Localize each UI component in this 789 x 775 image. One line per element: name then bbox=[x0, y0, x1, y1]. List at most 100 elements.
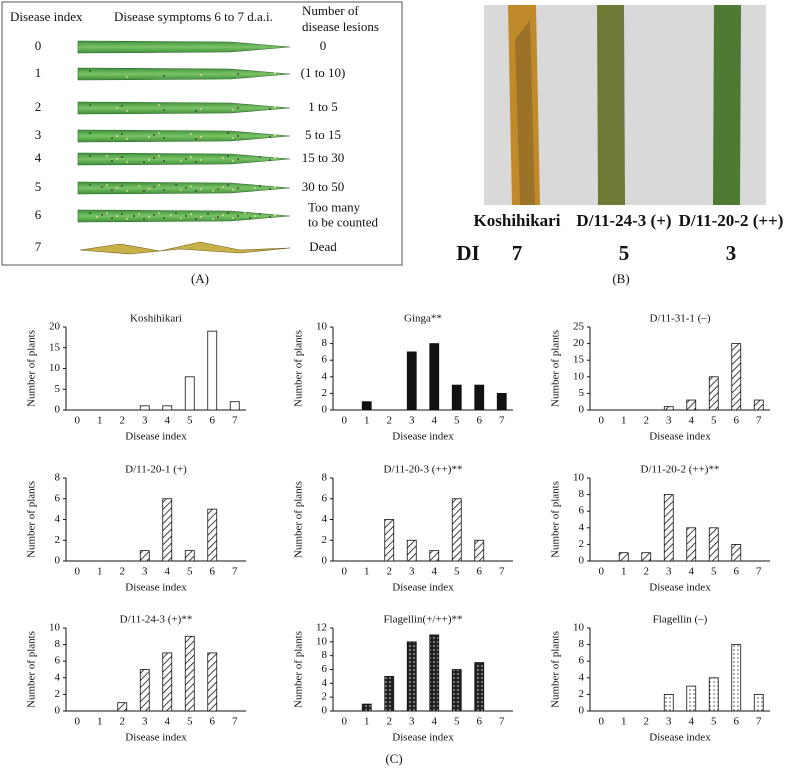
chart-title: D/11-24-3 (+)** bbox=[120, 614, 193, 626]
lesion bbox=[237, 73, 239, 75]
y-tick-label: 0 bbox=[55, 555, 61, 567]
x-tick-label: 6 bbox=[210, 716, 216, 728]
bar bbox=[406, 641, 417, 712]
lesion bbox=[237, 215, 239, 217]
lesion bbox=[116, 187, 118, 189]
x-tick-label: 4 bbox=[165, 566, 171, 578]
lesion bbox=[200, 216, 202, 218]
lesion bbox=[180, 160, 182, 162]
y-tick-label: 0 bbox=[579, 555, 585, 567]
bar bbox=[731, 544, 742, 562]
lesion bbox=[222, 214, 224, 216]
disease-index: 0 bbox=[35, 38, 42, 53]
lesion bbox=[227, 212, 229, 214]
lesion bbox=[254, 187, 256, 189]
x-tick-label: 2 bbox=[120, 566, 126, 578]
y-axis-label: Number of plants bbox=[550, 631, 562, 708]
x-tick-label: 4 bbox=[432, 716, 438, 728]
lesion bbox=[227, 184, 229, 186]
x-tick-label: 3 bbox=[409, 566, 415, 578]
lesion bbox=[274, 157, 276, 159]
y-tick-label: 6 bbox=[322, 492, 328, 504]
bar bbox=[686, 685, 697, 712]
bar bbox=[384, 519, 395, 562]
bar bbox=[731, 644, 742, 712]
bar bbox=[496, 392, 507, 411]
lesion bbox=[274, 186, 276, 188]
y-tick-label: 8 bbox=[579, 638, 585, 650]
y-tick-label: 6 bbox=[322, 354, 328, 366]
lesion bbox=[126, 190, 128, 192]
y-axis-label: Number of plants bbox=[550, 330, 562, 407]
lesion bbox=[158, 212, 160, 214]
x-tick-label: 6 bbox=[734, 716, 740, 728]
lesion-count: Too many bbox=[308, 199, 361, 214]
bar bbox=[384, 676, 395, 712]
lesion bbox=[143, 190, 145, 192]
x-tick-label: 2 bbox=[120, 415, 126, 427]
lesion bbox=[106, 184, 108, 186]
y-axis-label: Number of plants bbox=[293, 330, 305, 407]
x-tick-label: 6 bbox=[477, 716, 483, 728]
y-tick-label: 8 bbox=[55, 472, 61, 484]
x-tick-label: 5 bbox=[454, 716, 460, 728]
y-axis-label: Number of plants bbox=[26, 481, 38, 558]
x-tick-label: 2 bbox=[387, 716, 393, 728]
bar bbox=[708, 376, 719, 411]
chart-title: Koshihikari bbox=[130, 313, 182, 325]
lesion bbox=[217, 216, 219, 218]
bar bbox=[429, 343, 440, 411]
lesion bbox=[126, 110, 128, 112]
lesion bbox=[121, 213, 123, 215]
y-tick-label: 8 bbox=[579, 488, 585, 500]
lesion bbox=[269, 188, 271, 190]
x-tick-label: 7 bbox=[499, 716, 505, 728]
lesion bbox=[175, 212, 177, 214]
bar bbox=[663, 406, 674, 411]
lesion bbox=[153, 214, 155, 216]
y-tick-label: 4 bbox=[322, 513, 328, 525]
bar bbox=[663, 694, 674, 712]
y-tick-label: 15 bbox=[573, 354, 585, 366]
x-tick-label: 5 bbox=[711, 415, 717, 427]
x-tick-label: 0 bbox=[599, 716, 605, 728]
y-tick-label: 10 bbox=[49, 362, 61, 374]
disease-index: 5 bbox=[35, 179, 42, 194]
x-tick-label: 7 bbox=[756, 566, 762, 578]
x-tick-label: 6 bbox=[734, 415, 740, 427]
lesion bbox=[111, 137, 113, 139]
lesion bbox=[158, 104, 160, 106]
bar bbox=[663, 494, 674, 562]
bar bbox=[708, 677, 719, 712]
y-tick-label: 20 bbox=[49, 321, 61, 333]
y-tick-label: 4 bbox=[322, 370, 328, 382]
lesion bbox=[158, 184, 160, 186]
lesion bbox=[111, 160, 113, 162]
y-tick-label: 10 bbox=[573, 370, 585, 382]
lesion bbox=[237, 107, 239, 109]
lesion bbox=[195, 110, 197, 112]
lesion bbox=[212, 218, 214, 220]
y-tick-label: 2 bbox=[55, 534, 61, 546]
x-tick-label: 0 bbox=[75, 716, 81, 728]
x-tick-label: 0 bbox=[599, 566, 605, 578]
bar bbox=[406, 539, 417, 562]
chart-title: D/11-20-2 (++)** bbox=[641, 464, 720, 476]
y-tick-label: 6 bbox=[579, 655, 585, 667]
leaf-photo bbox=[515, 20, 535, 205]
lesion bbox=[133, 215, 135, 217]
y-tick-label: 8 bbox=[322, 337, 328, 349]
y-tick-label: 10 bbox=[316, 321, 328, 333]
x-tick-label: 0 bbox=[599, 415, 605, 427]
lesion bbox=[195, 138, 197, 140]
x-tick-label: 0 bbox=[342, 716, 348, 728]
lesion bbox=[259, 213, 261, 215]
lesion-count: 5 to 15 bbox=[305, 127, 341, 142]
x-tick-label: 5 bbox=[187, 566, 193, 578]
y-tick-label: 2 bbox=[322, 387, 328, 399]
lesion bbox=[227, 132, 229, 134]
line-name: D/11-20-2 (++) bbox=[679, 211, 784, 230]
lesion bbox=[274, 134, 276, 136]
x-tick-label: 2 bbox=[644, 716, 650, 728]
lesion bbox=[180, 217, 182, 219]
